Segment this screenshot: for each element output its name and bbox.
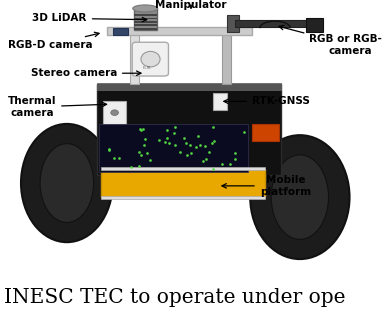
Text: Mobile
platform: Mobile platform [222, 175, 311, 197]
FancyBboxPatch shape [101, 196, 265, 198]
FancyBboxPatch shape [134, 28, 157, 29]
Ellipse shape [133, 5, 157, 12]
FancyBboxPatch shape [130, 31, 139, 84]
FancyBboxPatch shape [134, 18, 157, 20]
Ellipse shape [40, 144, 94, 222]
FancyBboxPatch shape [107, 27, 252, 35]
FancyBboxPatch shape [213, 93, 227, 110]
FancyBboxPatch shape [113, 28, 128, 35]
Text: INESC TEC to operate under ope: INESC TEC to operate under ope [4, 288, 345, 307]
FancyBboxPatch shape [306, 18, 323, 32]
Text: Stereo camera: Stereo camera [31, 68, 141, 78]
FancyBboxPatch shape [134, 21, 157, 23]
Ellipse shape [271, 155, 329, 239]
Text: FLIR: FLIR [142, 66, 151, 69]
Text: 3D LiDAR: 3D LiDAR [32, 13, 147, 23]
FancyBboxPatch shape [227, 15, 239, 32]
FancyBboxPatch shape [134, 8, 157, 29]
Text: Manipulator: Manipulator [155, 0, 227, 10]
FancyBboxPatch shape [252, 124, 279, 141]
Ellipse shape [141, 52, 160, 67]
FancyBboxPatch shape [101, 167, 265, 170]
FancyBboxPatch shape [134, 14, 157, 16]
Text: Thermal
camera: Thermal camera [8, 96, 107, 118]
FancyBboxPatch shape [99, 124, 248, 172]
FancyBboxPatch shape [132, 42, 168, 76]
Text: RTK-GNSS: RTK-GNSS [224, 96, 310, 106]
Ellipse shape [250, 135, 350, 259]
Ellipse shape [111, 110, 118, 116]
Text: RGB-D camera: RGB-D camera [8, 32, 99, 50]
FancyBboxPatch shape [97, 83, 281, 90]
Text: RGB or RGB-D
camera: RGB or RGB-D camera [279, 25, 382, 56]
Ellipse shape [21, 124, 113, 242]
FancyBboxPatch shape [101, 169, 265, 197]
FancyBboxPatch shape [134, 25, 157, 26]
FancyBboxPatch shape [235, 20, 311, 27]
FancyBboxPatch shape [97, 84, 281, 175]
FancyBboxPatch shape [103, 101, 126, 124]
FancyBboxPatch shape [222, 31, 231, 84]
